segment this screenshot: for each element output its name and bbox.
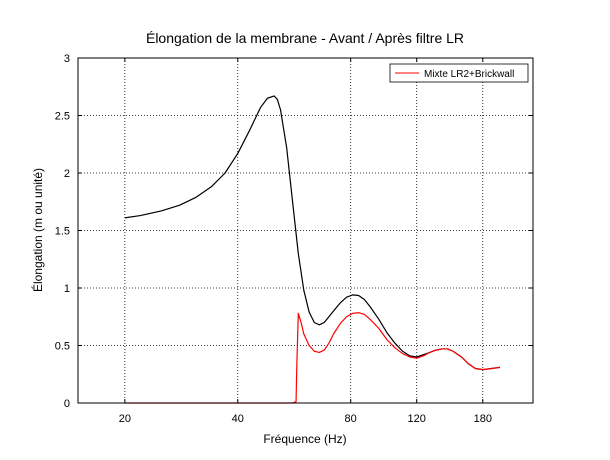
y-tick-label: 2 [64,168,70,180]
y-axis-label: Élongation (m ou unité) [30,168,45,292]
series-line-red [124,312,501,404]
y-tick-label: 3 [64,53,70,65]
x-tick-label: 180 [474,413,492,425]
x-tick-label: 120 [408,413,426,425]
x-tick-label: 40 [232,413,244,425]
chart-title: Élongation de la membrane - Avant / Aprè… [146,30,464,46]
y-tick-label: 0 [64,398,70,410]
x-tick-label: 20 [119,413,131,425]
x-axis-ticks: 20 40 80 120 180 [119,58,492,425]
y-tick-label: 1.5 [55,226,70,238]
legend: Mixte LR2+Brickwall [389,63,529,83]
x-axis-label: Fréquence (Hz) [263,432,346,446]
y-tick-label: 2.5 [55,111,70,123]
grid [78,58,533,403]
y-tick-label: 0.5 [55,341,70,353]
y-tick-label: 1 [64,283,70,295]
x-tick-label: 80 [345,413,357,425]
plot-area [78,58,533,403]
legend-label: Mixte LR2+Brickwall [424,69,514,80]
legend-box [389,63,529,83]
y-axis-ticks: 0 0.5 1 1.5 2 2.5 3 [55,53,533,410]
series-group [124,95,501,404]
